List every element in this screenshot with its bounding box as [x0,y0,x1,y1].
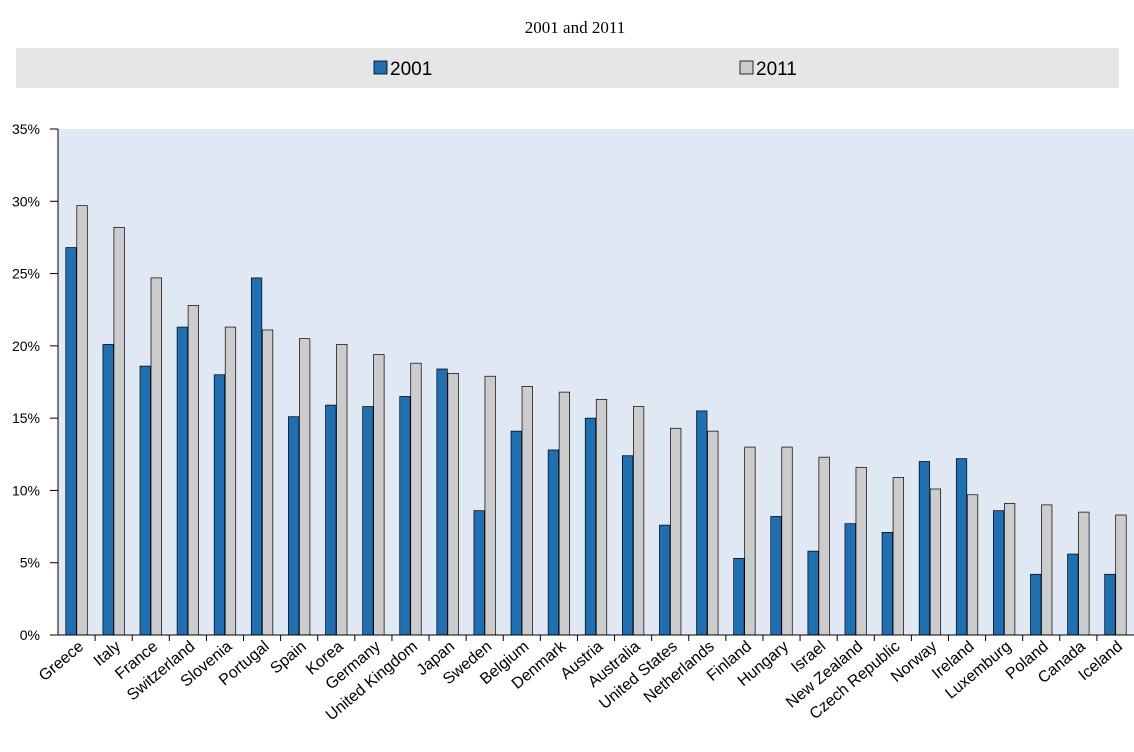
bar-netherlands-2001 [696,410,708,636]
bar-hungary-2001 [770,516,782,636]
y-tick-label: 20% [12,338,40,354]
bar-canada-2011 [1078,511,1090,636]
bar-canada-2001 [1067,553,1079,636]
bar-australia-2001 [621,455,634,636]
chart-title: 2001 and 2011 [525,18,625,37]
bar-czech-republic-2001 [881,531,893,636]
bar-iceland-2011 [1115,514,1127,636]
y-tick-label: 25% [12,266,40,282]
bar-poland-2011 [1041,504,1053,636]
bar-norway-2001 [918,461,931,636]
bar-france-2001 [139,365,151,636]
bar-new-zealand-2001 [844,523,856,636]
legend-band [16,48,1119,88]
y-tick-label: 15% [12,410,40,426]
bar-belgium-2011 [521,385,533,636]
y-axis: 0% 5% 10% 15% 20% 25% 30% 35% [12,121,58,643]
bar-korea-2001 [325,404,337,636]
bar-iceland-2001 [1104,573,1116,636]
x-tick-label-greece: Greece [36,638,87,685]
bar-united-states-2011 [670,427,682,636]
y-tick-label: 0% [20,627,40,643]
y-tick-label: 10% [12,482,40,498]
bar-japan-2001 [436,368,448,636]
bar-new-zealand-2011 [855,466,867,636]
bar-belgium-2001 [510,430,522,636]
bar-united-kingdom-2001 [399,396,411,636]
bar-italy-2001 [102,344,114,636]
bars [65,205,1127,636]
legend-swatch-2001 [373,60,388,75]
bar-portugal-2001 [250,277,263,636]
bar-united-kingdom-2011 [410,362,422,636]
bar-switzerland-2001 [176,326,188,636]
x-axis: Greece ItalyFranceSwitzerlandSloveniaPort… [36,635,1126,724]
bar-portugal-2011 [261,329,274,636]
bar-finland-2001 [733,558,745,636]
bar-greece-2011 [76,205,88,636]
bar-italy-2011 [113,226,125,636]
bar-switzerland-2011 [187,305,199,636]
bar-czech-republic-2011 [892,477,904,636]
bar-greece-2001 [65,247,77,636]
bar-slovenia-2001 [213,374,226,636]
bar-denmark-2001 [547,449,560,636]
bar-norway-2011 [929,488,942,636]
bar-israel-2001 [807,550,819,636]
bar-japan-2011 [447,372,459,636]
bar-ireland-2001 [955,458,968,636]
bar-australia-2011 [632,406,645,636]
bar-sweden-2001 [473,510,485,636]
legend-swatch-2011 [739,60,754,75]
y-tick-label: 35% [12,121,40,137]
bar-ireland-2011 [966,494,979,636]
bar-israel-2011 [818,456,830,636]
bar-germany-2001 [362,406,374,636]
legend: 2001 2011 [373,59,797,80]
bar-poland-2001 [1030,573,1042,636]
bar-france-2011 [150,277,162,636]
legend-label-2001: 2001 [390,59,432,80]
bar-finland-2011 [744,446,756,636]
bar-united-states-2001 [659,524,671,636]
legend-label-2011: 2011 [756,59,797,80]
bar-spain-2011 [299,338,311,636]
bar-germany-2011 [373,354,385,636]
bar-sweden-2011 [484,375,496,636]
bar-luxemburg-2011 [1004,503,1016,636]
bar-spain-2001 [288,416,300,636]
bar-luxemburg-2001 [993,510,1005,636]
bar-denmark-2011 [558,391,571,636]
bar-korea-2011 [336,344,348,636]
x-tick-label-spain: Spain [267,638,309,677]
y-tick-label: 5% [20,555,40,571]
bar-slovenia-2011 [224,326,237,636]
bar-austria-2011 [595,399,608,636]
y-tick-label: 30% [12,193,40,209]
bar-hungary-2011 [781,446,793,636]
bar-austria-2001 [584,417,597,636]
bar-netherlands-2011 [707,430,719,636]
